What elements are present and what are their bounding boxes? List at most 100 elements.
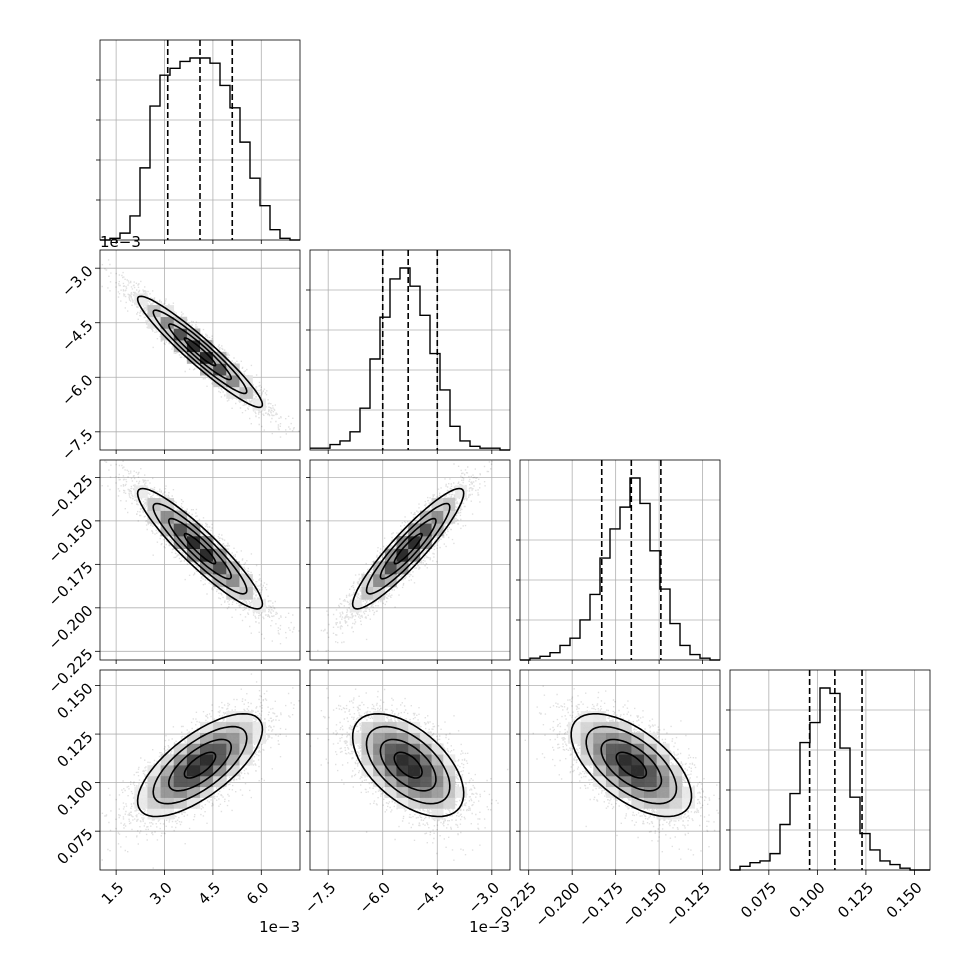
density-cell bbox=[384, 732, 397, 744]
contour-line bbox=[393, 751, 423, 779]
density-cell bbox=[396, 721, 409, 733]
density-cell bbox=[431, 754, 444, 766]
panel-frame bbox=[519, 669, 721, 871]
density-cell bbox=[373, 561, 386, 575]
density-cell bbox=[252, 599, 266, 613]
y-tick-label: 0.125 bbox=[53, 728, 96, 771]
histogram-panel-1 bbox=[306, 249, 511, 451]
contour-line bbox=[136, 712, 264, 818]
density-cell bbox=[147, 808, 161, 820]
density-cell bbox=[147, 775, 161, 788]
density-cell bbox=[605, 786, 619, 798]
density-cell bbox=[200, 775, 214, 788]
density-cell bbox=[186, 797, 201, 809]
density-cell bbox=[160, 775, 175, 788]
density-cell bbox=[200, 732, 214, 744]
density-cell bbox=[200, 743, 214, 755]
x-tick-label: 3.0 bbox=[146, 879, 176, 909]
y-tick-label: −0.200 bbox=[45, 602, 97, 654]
density-cell bbox=[252, 732, 266, 744]
density-cell bbox=[593, 775, 607, 788]
density-cell bbox=[443, 510, 456, 524]
histogram-step bbox=[520, 477, 720, 661]
contour-line bbox=[365, 725, 451, 805]
density-cell bbox=[656, 786, 670, 798]
x-tick-label: 0.125 bbox=[834, 879, 877, 922]
density-cell bbox=[213, 548, 227, 562]
density-cell bbox=[186, 743, 201, 755]
density-cell bbox=[419, 510, 432, 524]
density-cell bbox=[213, 732, 227, 744]
density-cell bbox=[396, 743, 409, 755]
density-histogram bbox=[567, 711, 695, 820]
density-cell bbox=[580, 754, 594, 766]
density-cell bbox=[384, 775, 397, 788]
contour-line bbox=[152, 309, 248, 395]
density-cell bbox=[605, 743, 619, 755]
density-cell bbox=[373, 711, 386, 723]
density-cell bbox=[618, 732, 632, 744]
panel-frame bbox=[99, 39, 301, 241]
scatter-panel-3-2 bbox=[519, 669, 721, 871]
density-cell bbox=[173, 786, 188, 798]
contour-line bbox=[379, 517, 437, 580]
panel-frame bbox=[729, 669, 931, 871]
panel-content bbox=[520, 670, 720, 870]
density-cell bbox=[396, 765, 409, 777]
y-tick-label: −7.5 bbox=[58, 426, 96, 464]
density-cell bbox=[605, 775, 619, 788]
density-cell bbox=[134, 797, 148, 809]
density-cell bbox=[656, 775, 670, 788]
histogram-panel-3 bbox=[726, 669, 931, 871]
panel-frame bbox=[99, 249, 301, 451]
density-cell bbox=[226, 386, 240, 399]
density-cell bbox=[384, 765, 397, 777]
contour-line bbox=[570, 713, 693, 818]
density-cell bbox=[160, 754, 175, 766]
density-cell bbox=[186, 786, 201, 798]
density-cell bbox=[173, 536, 188, 549]
density-cell bbox=[580, 711, 594, 723]
density-cell bbox=[408, 775, 421, 788]
histogram-panel-2 bbox=[516, 459, 721, 661]
density-cell bbox=[454, 786, 467, 798]
contour-line bbox=[585, 725, 678, 805]
density-cell bbox=[160, 316, 175, 329]
density-cell bbox=[443, 797, 456, 809]
density-cell bbox=[384, 786, 397, 798]
density-cell bbox=[186, 351, 201, 364]
contour-line bbox=[183, 532, 217, 565]
density-cell bbox=[160, 510, 175, 524]
contour-line bbox=[351, 487, 465, 610]
panel-content bbox=[100, 670, 300, 870]
density-cell bbox=[408, 732, 421, 744]
panel-frame bbox=[309, 459, 511, 661]
density-cell bbox=[384, 574, 397, 588]
density-cell bbox=[239, 721, 253, 733]
density-cell bbox=[226, 754, 240, 766]
contour-line bbox=[393, 532, 423, 565]
density-cell bbox=[361, 721, 374, 733]
panel-content bbox=[100, 460, 300, 660]
contour-line bbox=[136, 487, 264, 610]
density-cell bbox=[631, 765, 645, 777]
density-cell bbox=[134, 485, 148, 499]
density-cell bbox=[200, 765, 214, 777]
panel-frame bbox=[99, 669, 301, 871]
density-cell bbox=[656, 743, 670, 755]
density-cell bbox=[408, 786, 421, 798]
density-cell bbox=[567, 721, 581, 733]
histogram-step bbox=[730, 687, 930, 871]
panel-content bbox=[310, 460, 510, 660]
density-cell bbox=[431, 743, 444, 755]
density-cell bbox=[656, 765, 670, 777]
density-cell bbox=[431, 775, 444, 788]
x-tick-label: 0.100 bbox=[786, 879, 829, 922]
density-cell bbox=[408, 754, 421, 766]
density-cell bbox=[213, 721, 227, 733]
density-cell bbox=[200, 754, 214, 766]
density-cell bbox=[239, 711, 253, 723]
density-cell bbox=[373, 765, 386, 777]
density-cell bbox=[384, 754, 397, 766]
